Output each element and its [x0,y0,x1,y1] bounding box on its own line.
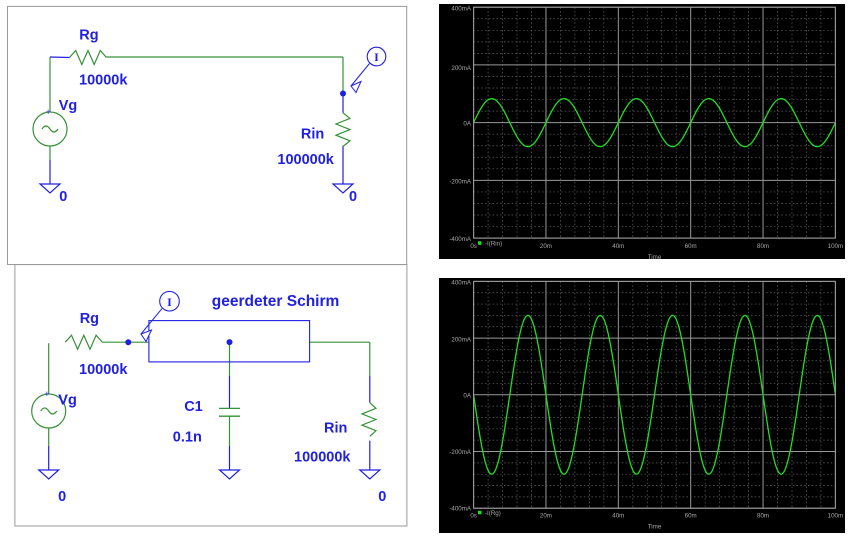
svg-text:Vg: Vg [59,98,78,114]
svg-text:0: 0 [58,489,66,505]
svg-text:-200mA: -200mA [449,449,472,456]
svg-text:40m: 40m [612,243,624,250]
svg-text:0s: 0s [470,513,477,520]
svg-text:0: 0 [59,189,67,205]
svg-text:Vg: Vg [58,393,77,409]
svg-text:100m: 100m [828,513,843,520]
svg-text:80m: 80m [757,513,769,520]
svg-text:200mA: 200mA [451,65,471,72]
svg-text:-I(Rin): -I(Rin) [485,240,502,247]
svg-text:60m: 60m [685,513,697,520]
svg-text:I: I [167,295,172,309]
svg-text:+: + [44,389,49,399]
svg-text:geerdeter Schirm: geerdeter Schirm [212,293,339,310]
svg-text:Rin: Rin [301,127,324,143]
svg-text:Rg: Rg [79,28,98,44]
svg-text:100000k: 100000k [294,450,351,466]
svg-text:0s: 0s [470,243,477,250]
svg-text:Rg: Rg [80,311,99,327]
svg-text:-200mA: -200mA [449,179,472,186]
svg-text:40m: 40m [612,513,624,520]
svg-text:Time: Time [648,524,662,531]
svg-text:0A: 0A [463,392,471,399]
svg-text:400mA: 400mA [451,6,471,13]
svg-text:80m: 80m [757,243,769,250]
svg-text:60m: 60m [685,243,697,250]
svg-text:20m: 20m [540,513,552,520]
svg-text:-400mA: -400mA [449,506,472,513]
svg-text:400mA: 400mA [451,280,471,287]
svg-text:100m: 100m [828,243,843,250]
svg-text:I: I [374,50,379,64]
svg-text:C1: C1 [184,399,203,415]
svg-text:Rin: Rin [324,421,347,437]
svg-text:20m: 20m [540,243,552,250]
svg-text:0A: 0A [463,121,471,128]
svg-text:10000k: 10000k [79,73,128,89]
svg-text:-I(Rg): -I(Rg) [485,510,501,517]
svg-text:+: + [46,107,51,117]
svg-text:0.1n: 0.1n [173,429,202,445]
svg-text:100000k: 100000k [277,152,334,168]
svg-text:0: 0 [349,189,357,205]
svg-text:Time: Time [648,254,662,261]
svg-text:10000k: 10000k [79,362,128,378]
svg-text:200mA: 200mA [451,336,471,343]
svg-text:0: 0 [378,489,386,505]
svg-text:-400mA: -400mA [449,236,472,243]
